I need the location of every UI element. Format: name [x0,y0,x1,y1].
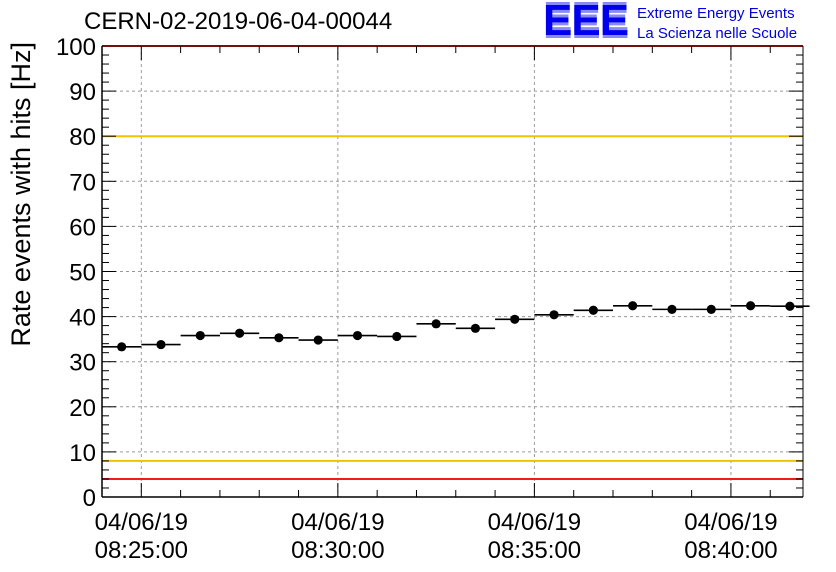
data-point [510,314,520,324]
data-point [549,310,559,320]
run-title: CERN-02-2019-06-04-00044 [84,8,393,35]
data-point [628,301,638,311]
data-point [745,301,756,311]
data-point [234,328,245,338]
x-tick-time: 08:25:00 [95,537,188,564]
x-tick-date: 04/06/19 [95,509,188,536]
y-tick-label: 40 [69,305,96,332]
eee-logo: EEE [543,0,629,45]
data-point [667,304,677,314]
y-tick-label: 10 [69,440,96,467]
logo-text-line2: La Scienza nelle Scuole [637,25,798,42]
x-tick-time: 08:30:00 [291,537,384,564]
data-point [470,323,481,333]
y-tick-label: 80 [69,124,96,151]
y-tick-label: 0 [83,485,96,512]
y-tick-label: 30 [69,350,96,377]
y-tick-label: 100 [56,34,96,61]
x-tick-time: 08:35:00 [488,537,581,564]
data-point [156,339,166,350]
y-tick-label: 90 [69,79,96,106]
x-tick-date: 04/06/19 [291,509,384,536]
data-point [195,330,205,341]
data-point [588,305,598,315]
logo-text-line1: Extreme Energy Events [637,5,795,22]
x-tick-time: 08:40:00 [684,537,777,564]
data-point [352,330,363,341]
data-point [274,333,284,343]
y-axis-label: Rate events with hits [Hz] [6,42,36,347]
data-point [785,301,795,311]
y-tick-label: 60 [69,214,96,241]
data-point [431,319,441,329]
y-tick-label: 20 [69,395,96,422]
x-tick-date: 04/06/19 [488,509,581,536]
y-tick-label: 50 [69,260,96,287]
x-tick-date: 04/06/19 [684,509,777,536]
data-point [392,331,402,342]
data-point [117,342,127,352]
data-point [313,335,323,345]
y-tick-label: 70 [69,169,96,196]
data-point [706,304,716,314]
